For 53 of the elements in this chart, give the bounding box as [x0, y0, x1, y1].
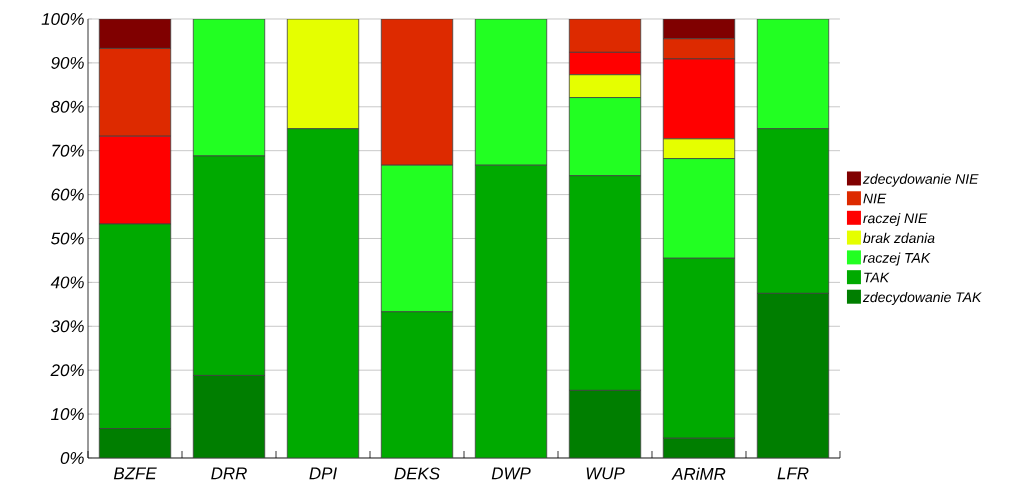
x-tick-label: DPI	[309, 467, 337, 480]
bar	[756, 128, 830, 294]
bar	[474, 18, 548, 166]
bar	[98, 18, 172, 49]
legend-label: NIE	[863, 193, 887, 204]
y-tick-label: 40%	[50, 276, 84, 289]
bar	[756, 292, 830, 458]
legend-label: TAK	[864, 272, 890, 283]
y-tick-label: 10%	[51, 408, 84, 421]
bar	[568, 18, 642, 53]
bar	[568, 175, 642, 391]
bar	[380, 311, 454, 458]
y-tick-label: 100%	[41, 12, 84, 25]
bar	[662, 138, 736, 159]
legend-label: zdecydowanie TAK	[862, 291, 982, 305]
x-tick-label: DRR	[211, 467, 247, 480]
x-tick-label: DEKS	[394, 467, 440, 480]
y-tick-label: 0%	[60, 451, 84, 464]
legend-label: zdecydowanie NIE	[862, 173, 979, 187]
bar	[568, 74, 642, 98]
y-tick-label: 50%	[50, 232, 84, 245]
bar	[98, 223, 172, 429]
x-tick-label: ARiMR	[671, 467, 726, 480]
bar	[662, 257, 736, 439]
y-tick-label: 80%	[51, 100, 84, 113]
bar	[474, 164, 548, 458]
bar	[756, 18, 830, 130]
bar	[286, 18, 360, 130]
bar	[380, 164, 454, 313]
y-tick-label: 20%	[50, 364, 84, 377]
x-tick-label: WUP	[586, 467, 625, 480]
bar	[98, 428, 172, 458]
bar	[380, 18, 454, 166]
x-tick-label: DWP	[491, 467, 531, 480]
y-tick-label: 90%	[51, 56, 84, 69]
bar	[192, 155, 266, 376]
bar	[568, 389, 642, 458]
bar	[662, 38, 736, 60]
legend-label: brak zdania	[863, 232, 935, 244]
bar	[192, 375, 266, 458]
bar	[568, 51, 642, 76]
bar	[568, 97, 642, 177]
y-tick-label: 70%	[52, 144, 84, 157]
legend-label: raczej NIE	[863, 212, 928, 226]
bar	[192, 18, 266, 157]
legend-label: raczej TAK	[863, 252, 931, 266]
x-tick-label: BZFE	[113, 467, 157, 480]
bar	[662, 158, 736, 259]
y-tick-label: 60%	[51, 188, 84, 201]
x-tick-label: LFR	[777, 467, 809, 480]
bar	[98, 48, 172, 137]
bar	[286, 128, 360, 458]
y-tick-label: 30%	[50, 320, 84, 333]
